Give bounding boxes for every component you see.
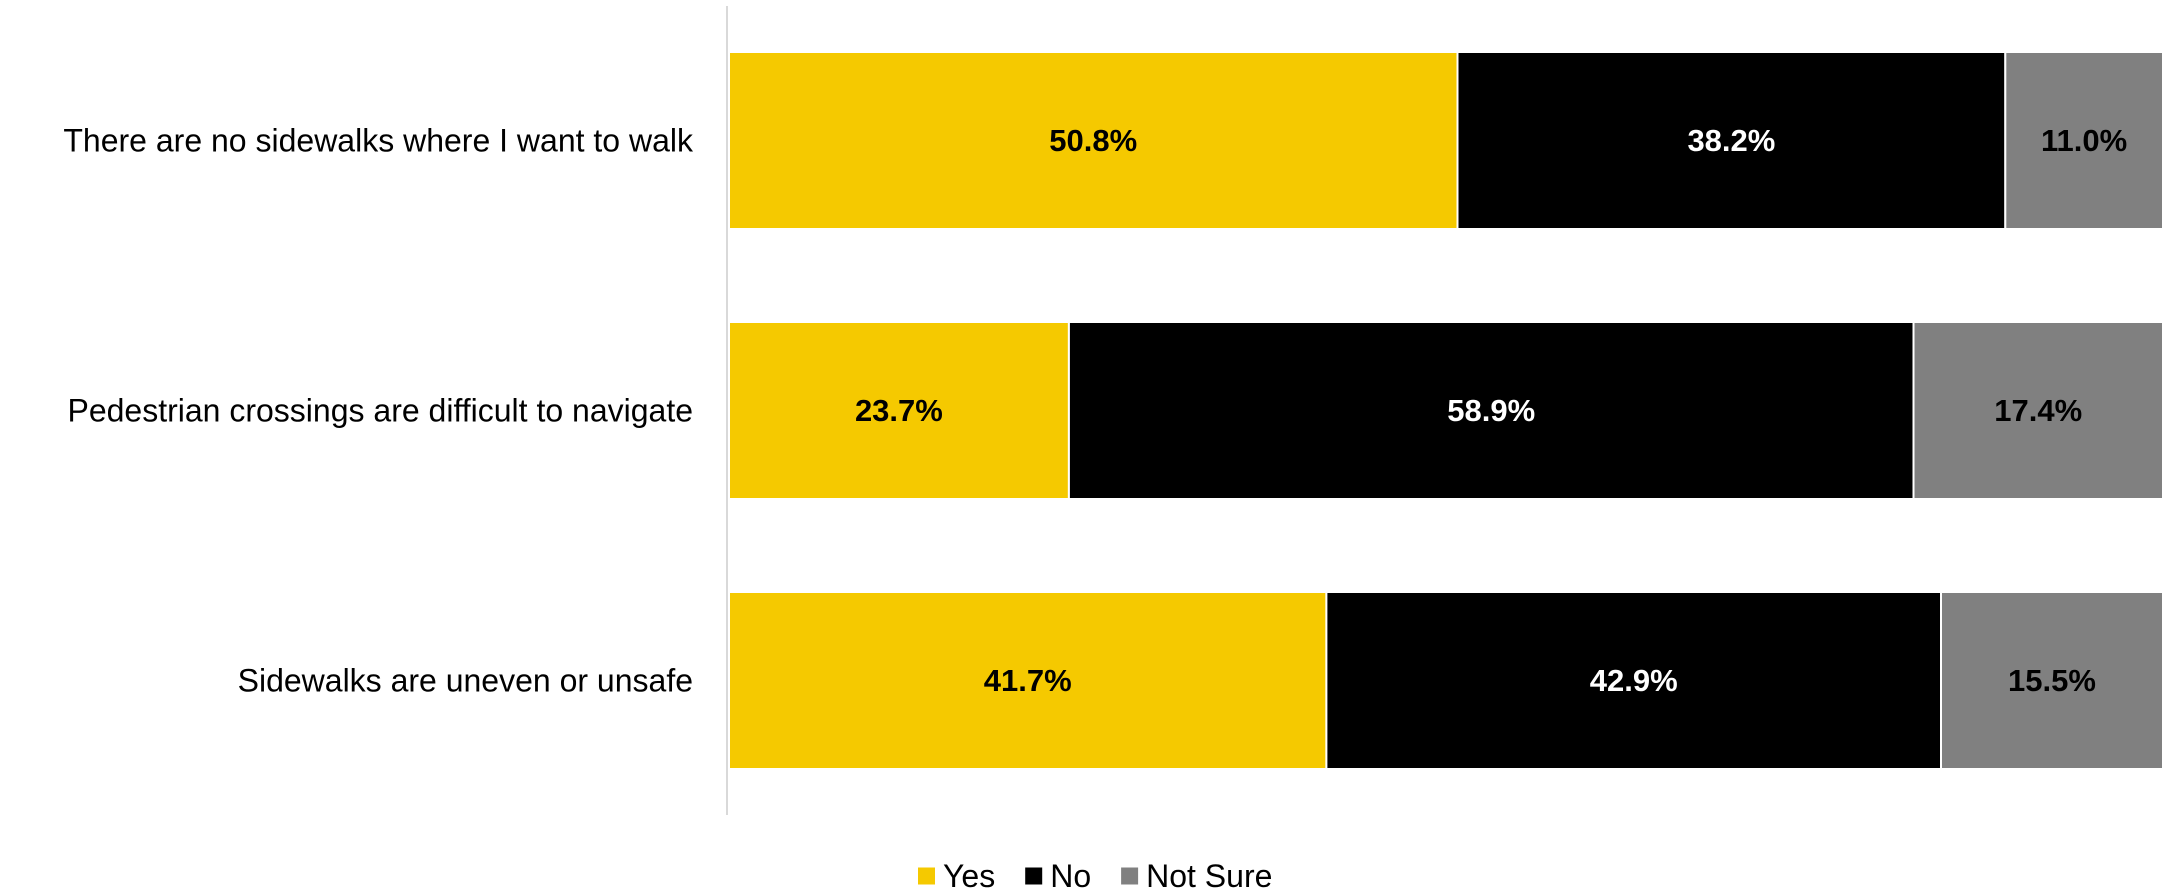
category-label: Pedestrian crossings are difficult to na… (67, 393, 693, 429)
data-label-no: 38.2% (1687, 123, 1775, 158)
bar-segment-no (1325, 591, 1942, 770)
bar-segment-not-sure (1912, 321, 2164, 500)
bar-segment-not-sure (1940, 591, 2164, 770)
data-label-not-sure: 17.4% (1994, 393, 2082, 428)
legend-swatch-yes (918, 867, 935, 885)
data-label-yes: 23.7% (855, 393, 943, 428)
data-label-no: 42.9% (1590, 663, 1678, 698)
legend-swatch-not-sure (1121, 867, 1139, 885)
bar-segment-not-sure (2004, 51, 2165, 230)
data-label-yes: 41.7% (984, 663, 1072, 698)
legend-swatch-no (1025, 867, 1043, 885)
bar-segment-no (1456, 51, 2007, 230)
data-labels: 50.8% 38.2% 11.0% 23.7% 58.9% 17.4% 41.7% 42.9%… (855, 123, 2127, 698)
category-label: Sidewalks are uneven or unsafe (238, 663, 693, 699)
data-label-not-sure: 11.0% (2041, 123, 2127, 158)
bars (728, 51, 2165, 770)
legend: Yes No Not Sure (918, 858, 1272, 890)
category-label: There are no sidewalks where I want to w… (63, 123, 694, 159)
data-label-yes: 50.8% (1049, 123, 1137, 158)
data-label-no: 58.9% (1447, 393, 1535, 428)
legend-label-yes: Yes (943, 858, 995, 890)
legend-label-no: No (1050, 858, 1091, 890)
bar-segment-yes (728, 51, 1459, 230)
legend-label-not-sure: Not Sure (1146, 858, 1272, 890)
category-labels: There are no sidewalks where I want to w… (63, 123, 694, 699)
data-label-not-sure: 15.5% (2008, 663, 2096, 698)
